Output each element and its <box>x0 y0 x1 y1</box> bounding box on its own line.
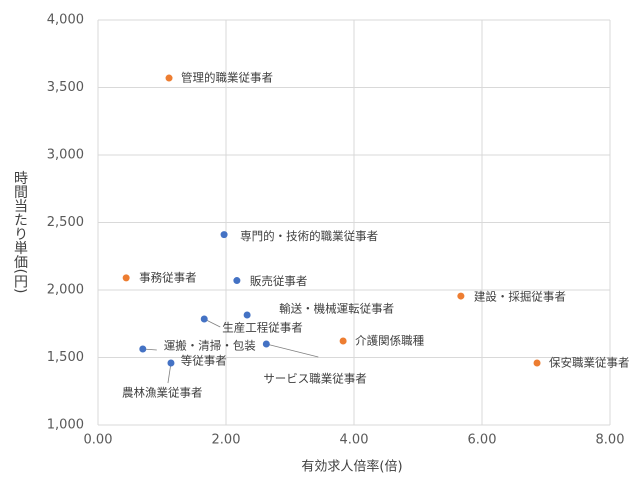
point-label: 保安職業従事者 <box>549 356 630 370</box>
x-tick-label: 2.00 <box>212 433 241 448</box>
point-label: 事務従事者 <box>139 270 197 284</box>
x-tick-label: 6.00 <box>468 433 497 448</box>
point <box>167 359 175 367</box>
point-label: 等従事者 <box>181 353 227 367</box>
y-tick-label: 2,000 <box>47 283 84 298</box>
point <box>243 311 251 319</box>
point <box>200 315 208 323</box>
point-label: 輸送・機械運転従事者 <box>279 301 394 315</box>
point <box>233 277 241 285</box>
point-label: サービス職業従事者 <box>263 372 367 386</box>
y-tick-label: 2,500 <box>47 215 84 230</box>
y-axis-title: 時間当たり単価(円) <box>12 171 28 294</box>
y-tick-label: 1,500 <box>47 350 84 365</box>
point-label: 専門的・技術的職業従事者 <box>240 229 378 243</box>
y-tick-label: 1,000 <box>47 418 84 433</box>
y-tick-label: 4,000 <box>47 13 84 28</box>
point <box>139 345 147 353</box>
point-label: 販売従事者 <box>250 274 308 288</box>
point-label: 建設・採掘従事者 <box>474 290 566 304</box>
leader-line <box>266 343 319 358</box>
point-label: 農林漁業従事者 <box>122 386 202 400</box>
point <box>262 340 270 348</box>
point <box>339 337 347 345</box>
point <box>457 292 465 300</box>
x-tick-label: 0.00 <box>84 433 113 448</box>
point-label: 運搬・清掃・包装 <box>164 338 256 352</box>
point <box>122 274 130 282</box>
x-tick-label: 8.00 <box>596 433 625 448</box>
point <box>220 231 228 239</box>
point <box>165 74 173 82</box>
x-tick-label: 4.00 <box>340 433 369 448</box>
point-label: 生産工程従事者 <box>222 321 302 335</box>
x-axis-title: 有効求人倍率(倍) <box>301 459 402 475</box>
point <box>533 359 541 367</box>
point-label: 管理的職業従事者 <box>181 71 273 85</box>
y-tick-label: 3,000 <box>47 148 84 163</box>
y-tick-label: 3,500 <box>47 80 84 95</box>
point-label: 介護関係職種 <box>355 334 424 348</box>
